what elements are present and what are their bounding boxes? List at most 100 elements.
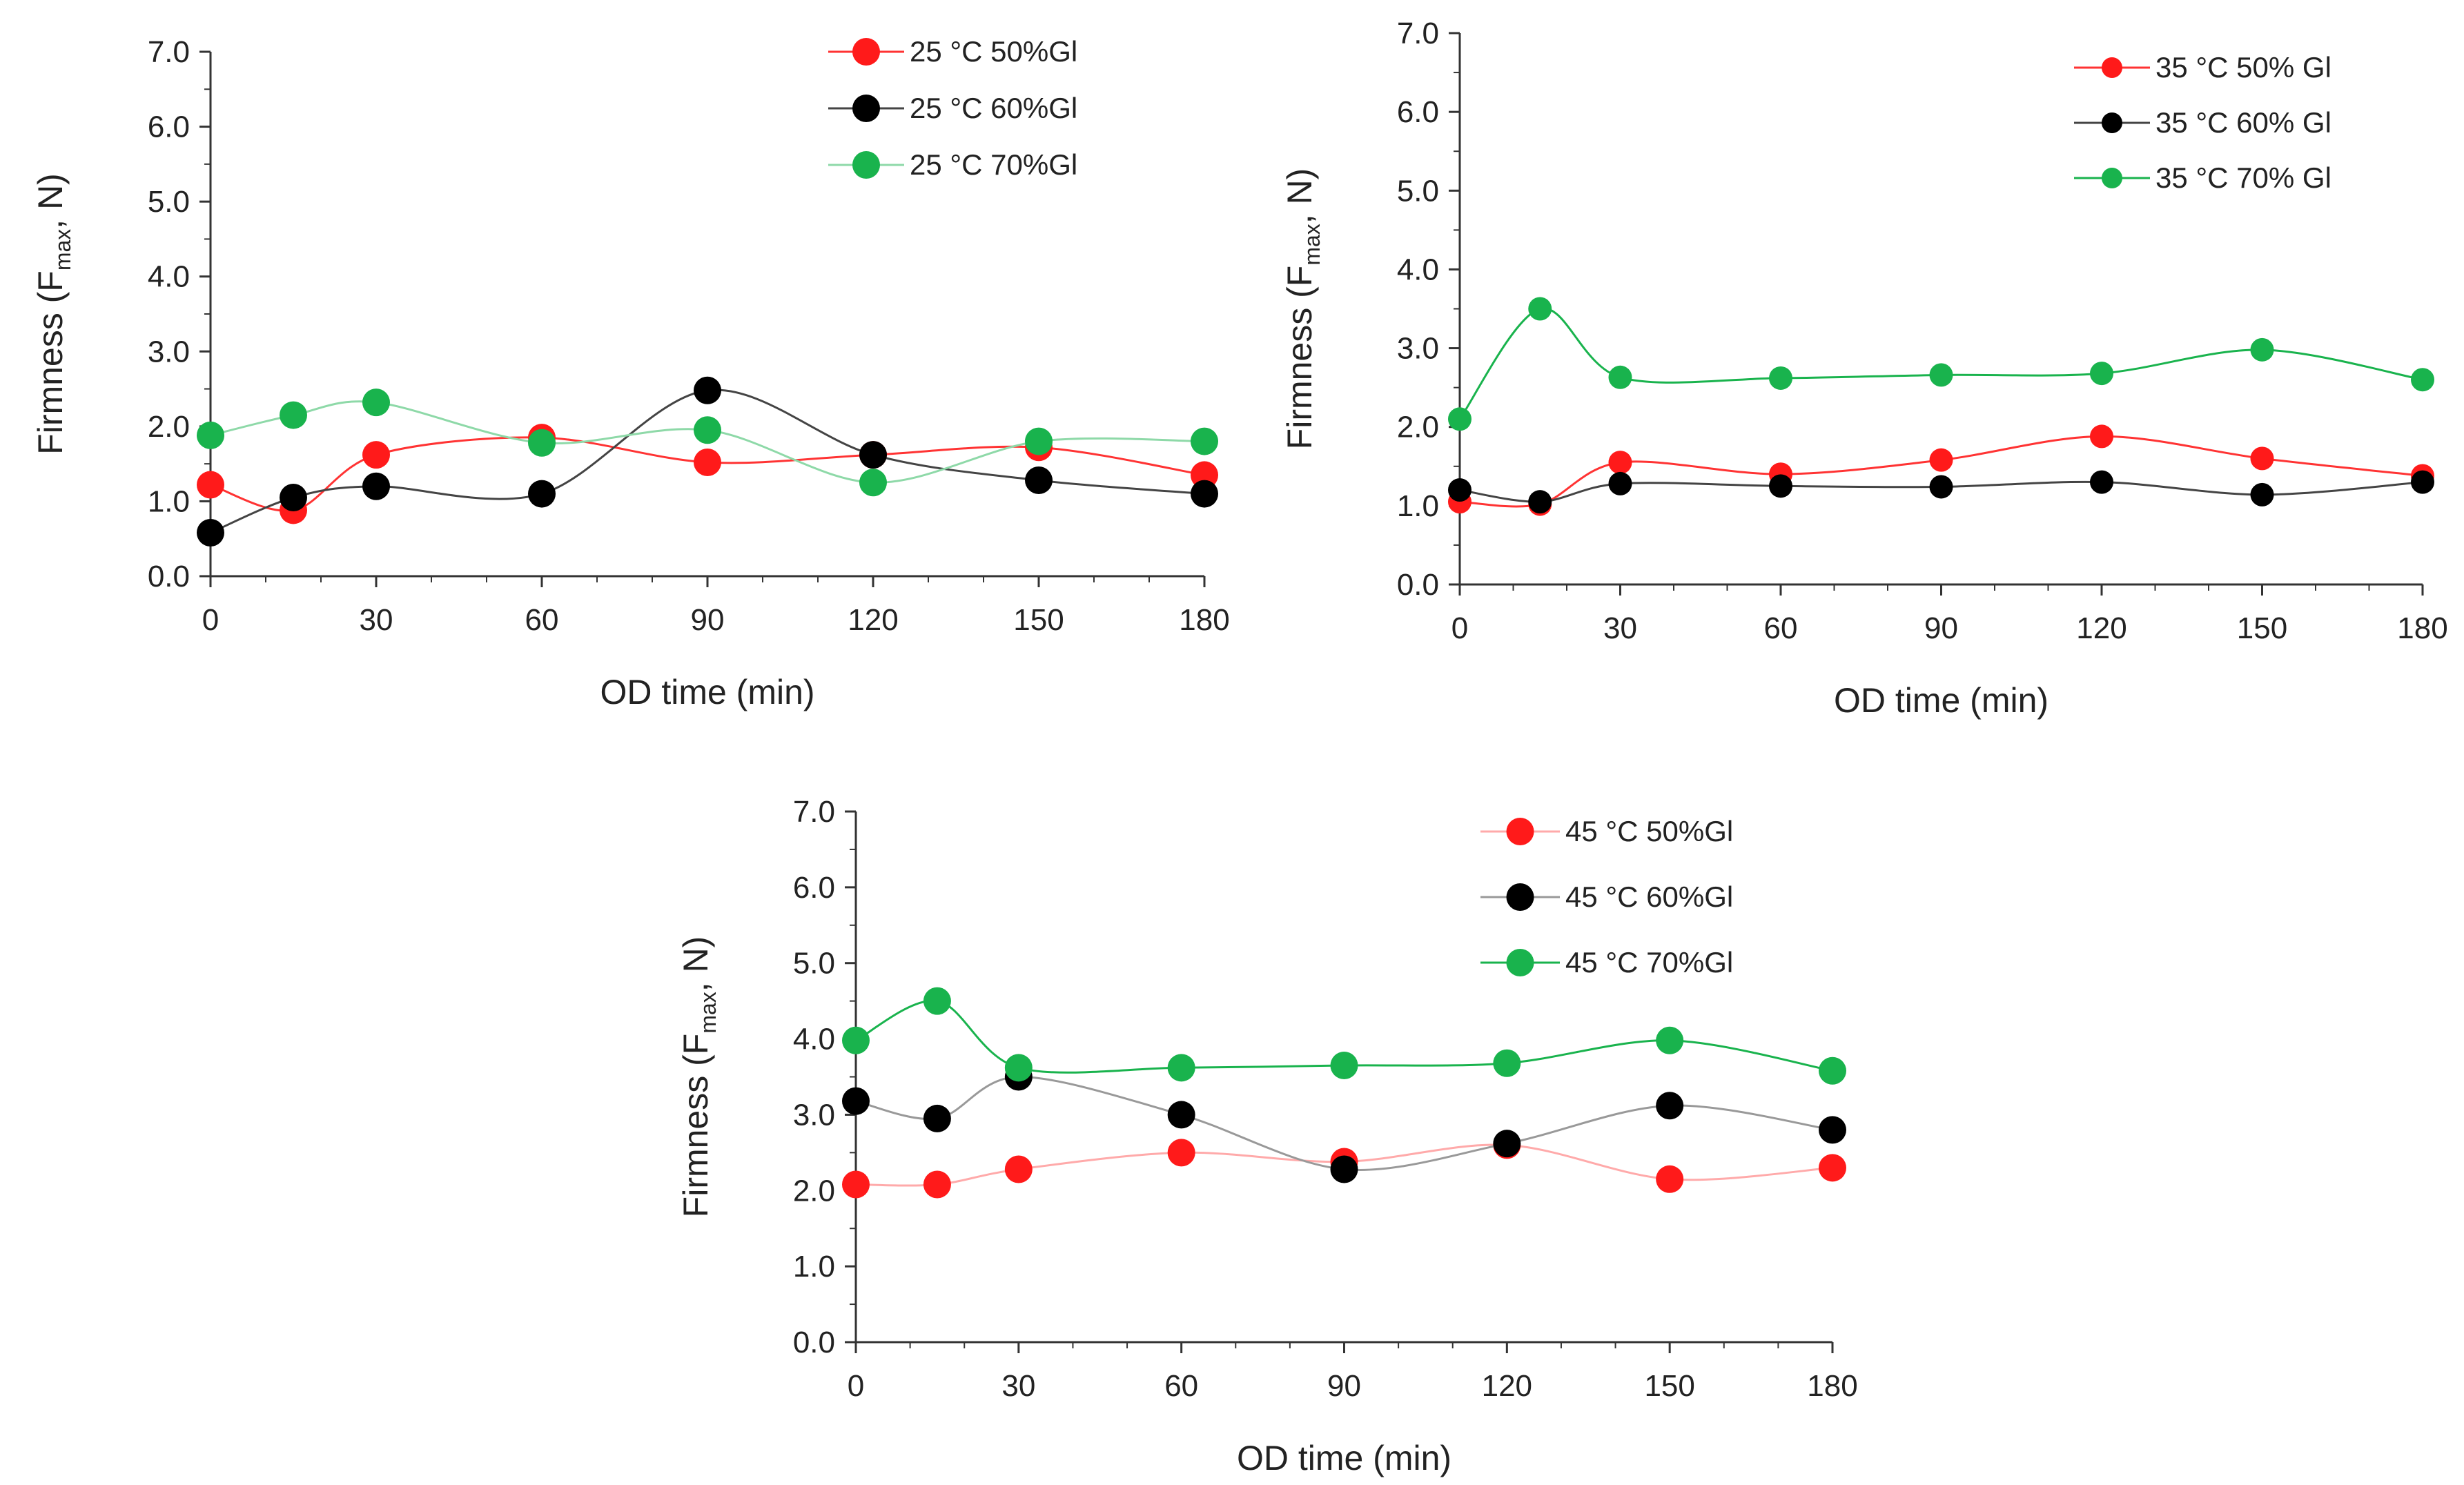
data-point xyxy=(362,389,390,417)
data-point xyxy=(1929,363,1953,387)
data-point xyxy=(2411,470,2434,494)
y-tick-label: 7.0 xyxy=(1397,17,1439,50)
y-tick-label: 4.0 xyxy=(1397,253,1439,286)
y-tick-label: 4.0 xyxy=(793,1023,835,1056)
data-point xyxy=(1819,1116,1846,1144)
y-axis-title-main: Firmness (F xyxy=(676,1034,715,1218)
x-tick-label: 90 xyxy=(691,603,725,637)
legend-marker xyxy=(2102,112,2122,133)
y-axis-title-subscript: max xyxy=(696,992,721,1033)
legend-marker xyxy=(1506,949,1534,976)
x-axis-title: OD time (min) xyxy=(1834,681,2049,720)
y-tick-label: 5.0 xyxy=(148,185,190,219)
data-point xyxy=(2090,424,2113,449)
x-tick-label: 30 xyxy=(1603,611,1637,645)
data-point xyxy=(197,519,224,547)
y-axis-title-main: Firmness (F xyxy=(1280,266,1319,450)
y-tick-label: 1.0 xyxy=(148,484,190,518)
data-point xyxy=(1493,1130,1521,1158)
legend-label: 45 °C 50%Gl xyxy=(1565,815,1733,847)
y-tick-label: 1.0 xyxy=(1397,489,1439,523)
x-tick-label: 0 xyxy=(848,1369,864,1403)
data-point xyxy=(923,1104,951,1132)
legend-label: 35 °C 70% Gl xyxy=(2155,161,2331,194)
data-point xyxy=(1769,474,1792,498)
data-point xyxy=(1819,1154,1846,1182)
series-line xyxy=(1458,307,2423,420)
x-tick-label: 120 xyxy=(848,603,898,637)
series-3: 25 °C 70%Gl xyxy=(197,148,1218,497)
data-point xyxy=(362,472,390,500)
data-point xyxy=(1167,1101,1195,1129)
chart-2: 0.0 1.0 2.0 3.0 4.0 5.0 6.0 7.0 0 30 60 90 120 150 180… xyxy=(1280,17,2448,720)
y-axis-title-main: Firmness (F xyxy=(31,271,70,455)
x-tick-label: 150 xyxy=(1013,603,1064,637)
data-point xyxy=(1025,466,1053,495)
y-tick-label: 0.0 xyxy=(793,1326,835,1359)
y-tick-label: 3.0 xyxy=(148,335,190,368)
legend-label: 45 °C 60%Gl xyxy=(1565,881,1733,913)
x-tick-label: 180 xyxy=(2397,611,2447,645)
data-point xyxy=(280,401,307,429)
data-point xyxy=(280,484,307,511)
legend-marker xyxy=(852,38,880,66)
y-axis-title: Firmness (Fmax, N) xyxy=(1280,168,1324,450)
x-tick-label: 30 xyxy=(1001,1369,1035,1403)
series-2: 35 °C 60% Gl xyxy=(1448,106,2434,514)
series-2: 25 °C 60%Gl xyxy=(197,92,1218,547)
data-point xyxy=(1004,1054,1033,1082)
series-1: 45 °C 50%Gl xyxy=(842,815,1846,1199)
y-tick-label: 7.0 xyxy=(793,795,835,829)
data-point xyxy=(1448,478,1471,502)
x-tick-label: 120 xyxy=(1482,1369,1532,1403)
y-axis-title-tail: , N) xyxy=(31,173,70,229)
data-point xyxy=(923,1170,951,1199)
data-point xyxy=(1528,297,1552,321)
data-point xyxy=(859,469,887,497)
x-tick-label: 180 xyxy=(1179,603,1229,637)
y-tick-label: 6.0 xyxy=(148,110,190,144)
data-point xyxy=(842,1026,870,1054)
y-tick-label: 6.0 xyxy=(1397,95,1439,129)
data-point xyxy=(1656,1092,1684,1120)
data-point xyxy=(1929,475,1953,499)
data-point xyxy=(1929,448,1953,472)
data-point xyxy=(694,416,721,444)
data-point xyxy=(1167,1054,1195,1082)
y-tick-label: 2.0 xyxy=(148,410,190,444)
data-point xyxy=(1608,365,1632,389)
data-point xyxy=(1493,1049,1521,1077)
legend-marker xyxy=(2102,57,2122,78)
data-point xyxy=(2250,482,2274,507)
x-axis-title: OD time (min) xyxy=(600,673,814,711)
legend-marker xyxy=(1506,883,1534,911)
series-2: 45 °C 60%Gl xyxy=(842,881,1846,1183)
y-axis-title-tail: , N) xyxy=(676,936,715,992)
y-axis-title-tail: , N) xyxy=(1280,168,1319,224)
legend-marker xyxy=(1506,818,1534,845)
x-tick-label: 60 xyxy=(1164,1369,1198,1403)
data-point xyxy=(2411,368,2434,392)
data-point xyxy=(1769,366,1792,390)
data-point xyxy=(1167,1139,1195,1167)
x-tick-label: 150 xyxy=(2237,611,2287,645)
data-point xyxy=(197,471,224,499)
x-tick-label: 60 xyxy=(525,603,559,637)
legend-label: 25 °C 70%Gl xyxy=(910,148,1077,181)
data-point xyxy=(842,1170,870,1199)
x-tick-label: 30 xyxy=(360,603,393,637)
y-axis-title: Firmness (Fmax, N) xyxy=(676,936,721,1218)
data-point xyxy=(859,441,887,469)
data-point xyxy=(1528,490,1552,514)
data-point xyxy=(1191,480,1218,508)
legend-label: 45 °C 70%Gl xyxy=(1565,946,1733,978)
data-point xyxy=(2090,362,2113,386)
series-3: 45 °C 70%Gl xyxy=(842,946,1846,1085)
data-point xyxy=(2250,337,2274,362)
data-point xyxy=(1656,1026,1684,1054)
data-point xyxy=(2090,470,2113,494)
x-tick-label: 150 xyxy=(1644,1369,1694,1403)
y-tick-label: 6.0 xyxy=(793,871,835,905)
